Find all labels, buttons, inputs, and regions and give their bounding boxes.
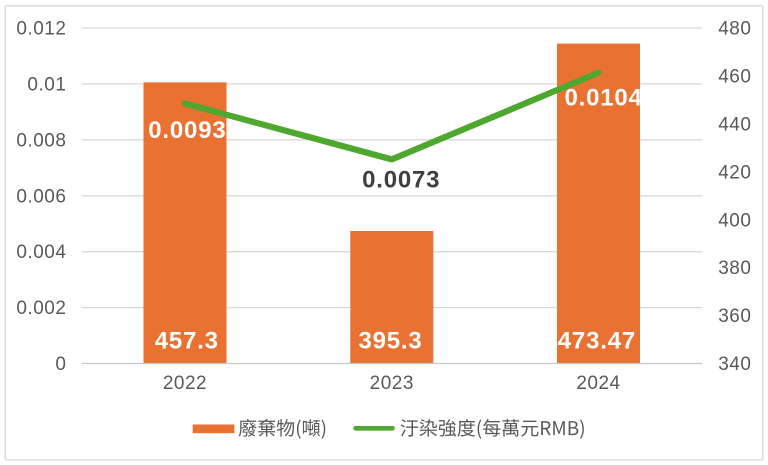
svg-text:0.012: 0.012 [16, 19, 66, 40]
svg-text:0.006: 0.006 [16, 186, 66, 207]
svg-text:2023: 2023 [370, 373, 414, 394]
svg-text:473.47: 473.47 [558, 328, 636, 355]
svg-text:395.3: 395.3 [358, 328, 422, 355]
svg-text:400: 400 [718, 210, 751, 231]
svg-text:0.008: 0.008 [16, 130, 66, 151]
svg-text:0.0104: 0.0104 [564, 85, 642, 112]
svg-text:0.0093: 0.0093 [148, 117, 226, 144]
svg-text:360: 360 [718, 306, 751, 327]
svg-text:457.3: 457.3 [155, 328, 219, 355]
svg-text:420: 420 [718, 162, 751, 183]
svg-text:2024: 2024 [576, 373, 620, 394]
svg-text:480: 480 [718, 19, 751, 40]
svg-text:0.0073: 0.0073 [362, 167, 440, 194]
svg-text:0.002: 0.002 [16, 298, 66, 319]
svg-text:460: 460 [718, 67, 751, 88]
svg-text:0.004: 0.004 [16, 242, 66, 263]
svg-text:2022: 2022 [163, 373, 207, 394]
svg-text:0.01: 0.01 [27, 75, 66, 96]
svg-text:440: 440 [718, 114, 751, 135]
svg-text:380: 380 [718, 258, 751, 279]
svg-text:0: 0 [55, 354, 66, 375]
svg-text:340: 340 [718, 354, 751, 375]
